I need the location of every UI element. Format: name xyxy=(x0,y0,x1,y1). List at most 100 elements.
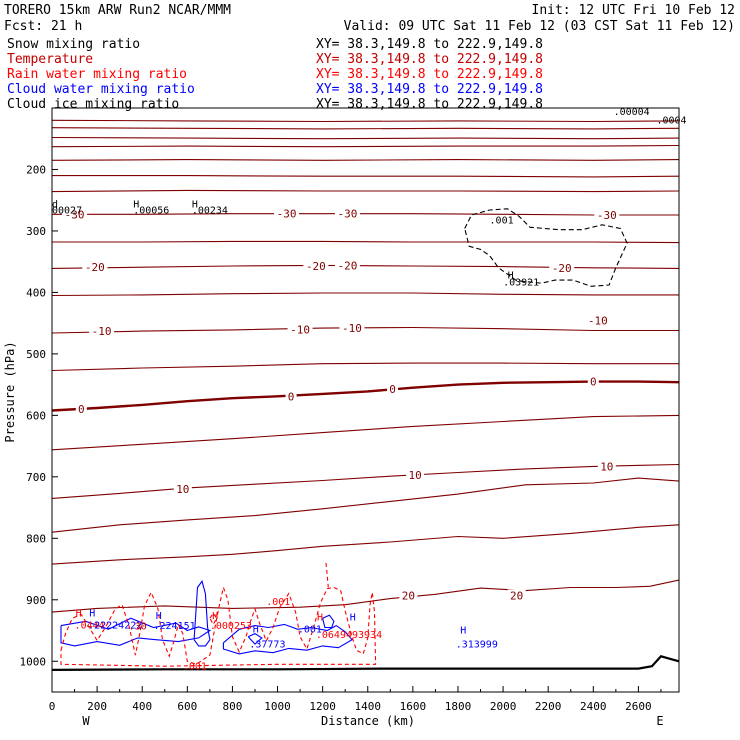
field-annotation: H xyxy=(508,271,514,282)
x-tick-label: 800 xyxy=(222,700,242,713)
cloud-water-contour xyxy=(222,623,353,655)
temperature-label-bg xyxy=(597,460,616,473)
field-annotation: .001 xyxy=(490,215,514,226)
temperature-contour xyxy=(51,362,679,372)
cloud-ice-contour xyxy=(464,208,628,287)
temperature-contour xyxy=(51,414,680,451)
field-annotation: H xyxy=(156,611,162,622)
x-tick-label: 2400 xyxy=(580,700,607,713)
header-model: TORERO 15km ARW Run2 NCAR/MMM xyxy=(4,3,231,18)
temperature-label: -10 xyxy=(92,325,112,338)
cloud-water-contour xyxy=(322,614,335,629)
east-end-label: E xyxy=(656,714,663,728)
temperature-label-bg xyxy=(82,261,108,274)
temperature-contour xyxy=(51,119,680,123)
temperature-label-bg xyxy=(587,375,599,388)
temperature-label-bg xyxy=(594,208,620,221)
y-tick-label: 300 xyxy=(26,225,46,238)
temperature-label-bg xyxy=(173,483,192,496)
x-tick-label: 1600 xyxy=(400,700,427,713)
legend-xy: XY= 38.3,149.8 to 222.9,149.8 xyxy=(316,52,543,67)
temperature-label: 10 xyxy=(176,483,189,496)
temperature-label: -30 xyxy=(338,208,358,221)
field-annotation: .001 xyxy=(183,662,207,673)
temperature-label-bg xyxy=(507,589,526,602)
field-annotation: H xyxy=(460,625,466,636)
temperature-label: -30 xyxy=(65,208,85,221)
temperature-label: -10 xyxy=(290,323,310,336)
y-axis-label: Pressure (hPa) xyxy=(3,341,17,442)
field-annotation: H xyxy=(350,612,356,623)
temperature-label-bg xyxy=(339,322,365,335)
temperature-label: -20 xyxy=(552,262,572,275)
field-annotation: H xyxy=(212,611,218,622)
field-annotation: .0649493934 xyxy=(316,630,382,641)
x-tick-label: 2000 xyxy=(490,700,517,713)
x-axis-label: Distance (km) xyxy=(321,714,415,728)
x-tick-label: 400 xyxy=(132,700,152,713)
temperature-contour xyxy=(51,579,680,613)
y-tick-label: 1000 xyxy=(20,655,47,668)
legend-label: Snow mixing ratio xyxy=(7,37,140,52)
legend-label: Cloud ice mixing ratio xyxy=(7,97,179,112)
y-tick-label: 400 xyxy=(26,286,46,299)
temperature-contour xyxy=(52,213,679,216)
header-fcst: Fcst: 21 h xyxy=(4,19,82,34)
field-annotation: H xyxy=(253,625,259,636)
x-tick-label: 1400 xyxy=(355,700,382,713)
legend-xy: XY= 38.3,149.8 to 222.9,149.8 xyxy=(316,67,543,82)
temperature-contour xyxy=(51,463,680,499)
temperature-label: -30 xyxy=(597,209,617,222)
field-annotation: .000253 xyxy=(210,621,252,632)
field-annotation: .001 xyxy=(298,625,322,636)
temperature-label: -20 xyxy=(338,259,358,272)
field-annotation: 00027 xyxy=(52,205,82,216)
temperature-label: -30 xyxy=(277,208,297,221)
field-annotation: H xyxy=(317,612,323,623)
x-tick-label: 2600 xyxy=(625,700,652,713)
legend-label: Temperature xyxy=(7,52,93,67)
field-annotation: H xyxy=(133,199,139,210)
y-tick-label: 700 xyxy=(26,471,46,484)
temperature-contour xyxy=(51,380,680,412)
temperature-label-bg xyxy=(287,323,313,336)
temperature-contour xyxy=(51,477,680,533)
cloud-water-contour xyxy=(247,632,263,645)
field-annotation: .313999 xyxy=(456,639,498,650)
field-annotation: d xyxy=(52,199,58,210)
temperature-label-bg xyxy=(303,259,329,272)
field-annotation: .30 xyxy=(129,622,147,633)
temperature-contour xyxy=(51,292,679,297)
field-annotation: .00234 xyxy=(192,205,228,216)
y-tick-label: 600 xyxy=(26,409,46,422)
field-annotation: H xyxy=(76,609,82,620)
rain-water-contour xyxy=(325,562,329,588)
temperature-label-bg xyxy=(89,325,115,338)
x-tick-label: 1200 xyxy=(309,700,336,713)
temperature-contour xyxy=(52,175,680,178)
temperature-label-bg xyxy=(406,468,425,481)
temperature-label-bg xyxy=(399,589,418,602)
temperature-contour xyxy=(51,264,680,269)
x-tick-label: 1000 xyxy=(264,700,291,713)
y-tick-label: 900 xyxy=(26,594,46,607)
legend: Snow mixing ratio XY= 38.3,149.8 to 222.9… xyxy=(7,37,543,112)
x-tick-label: 600 xyxy=(177,700,197,713)
temperature-label: -20 xyxy=(306,260,326,273)
legend-xy: XY= 38.3,149.8 to 222.9,149.8 xyxy=(316,97,543,112)
temperature-label: 0 xyxy=(288,390,295,403)
temperature-label-bg xyxy=(549,261,575,274)
temperature-contour xyxy=(51,159,680,161)
field-annotation: .22224222 xyxy=(88,620,142,631)
temperature-label-bg xyxy=(585,314,611,327)
header-init: Init: 12 UTC Fri 10 Feb 12 xyxy=(532,3,736,18)
x-tick-label: 0 xyxy=(49,700,56,713)
field-annotation: .001 xyxy=(266,597,290,608)
temperature-contour xyxy=(51,524,680,565)
temperature-label: 20 xyxy=(510,589,523,602)
contour-layer: -30 -30 -30 -30-20 -20 -20 -20-10 -10 -10-100000… xyxy=(51,119,680,672)
ground-surface xyxy=(51,655,680,672)
rain-water-contour xyxy=(209,612,218,626)
y-tick-label: 500 xyxy=(26,348,46,361)
